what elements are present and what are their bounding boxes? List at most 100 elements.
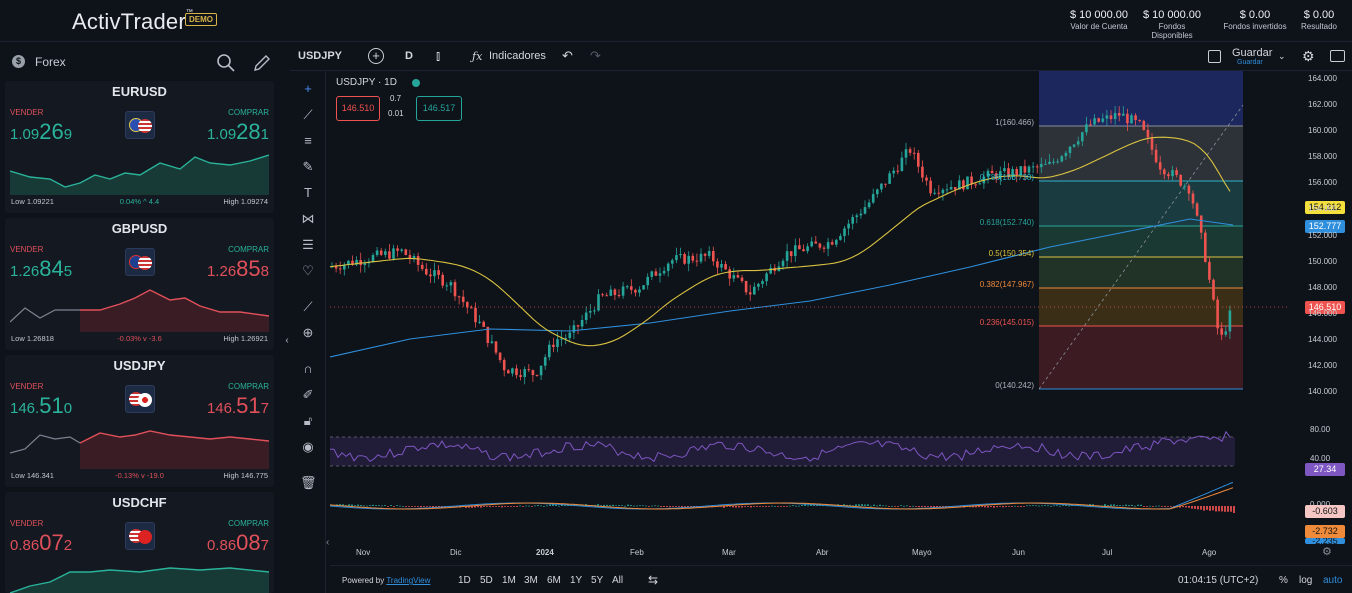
edit-icon[interactable] xyxy=(252,53,272,73)
range-5y[interactable]: 5Y xyxy=(591,575,604,586)
indicators-button[interactable]: Indicadores xyxy=(489,50,546,62)
ruler-icon[interactable]: ⟋ xyxy=(303,299,313,314)
quote-card-usdjpy[interactable]: USDJPY VENDER COMPRAR 146.510 146.517 Lo… xyxy=(5,355,274,487)
macd-bar xyxy=(468,506,470,508)
fib-level-label: 0.236(145.015) xyxy=(979,318,1034,327)
interval-selector[interactable]: D xyxy=(405,50,413,62)
add-symbol-icon[interactable]: + xyxy=(368,48,384,64)
sell-button[interactable]: 146.510 xyxy=(336,96,380,121)
sell-price[interactable]: 1.09269 xyxy=(10,119,73,144)
prediction-icon[interactable]: ☰ xyxy=(302,237,314,252)
range-all[interactable]: All xyxy=(612,575,624,586)
sparkline xyxy=(10,154,269,195)
candle-body xyxy=(765,273,768,282)
ma-slow-line xyxy=(329,218,1234,358)
pattern-icon[interactable]: ⋈ xyxy=(301,211,315,226)
trash-icon[interactable]: 🗑︎ xyxy=(300,475,317,490)
trend-line-icon[interactable]: ⟋ xyxy=(303,107,313,122)
log-toggle[interactable]: log xyxy=(1299,575,1313,586)
candle-body xyxy=(699,253,703,262)
rsi-value-tag: 27.34 xyxy=(1305,463,1345,476)
candle-body xyxy=(753,286,756,295)
range-1d[interactable]: 1D xyxy=(458,575,471,586)
quote-card-eurusd[interactable]: EURUSD VENDER COMPRAR 1.09269 1.09281 Lo… xyxy=(5,81,274,213)
macd-bar xyxy=(1134,505,1136,507)
save-button[interactable]: Guardar xyxy=(1232,47,1273,59)
undo-icon[interactable]: ↶ xyxy=(562,48,573,63)
sell-price[interactable]: 1.26845 xyxy=(10,256,73,281)
quote-card-usdchf[interactable]: USDCHF VENDER COMPRAR 0.86072 0.86087 xyxy=(5,492,274,593)
macd-bar xyxy=(723,506,725,508)
invested-funds: $ 0.00 Fondos invertidos xyxy=(1223,9,1287,31)
buy-price[interactable]: 1.09281 xyxy=(206,119,269,144)
fib-trend-line[interactable] xyxy=(1038,104,1244,390)
redo-icon[interactable]: ↷ xyxy=(590,48,601,63)
macd-bar xyxy=(930,506,932,508)
macd-bar xyxy=(702,506,704,508)
chart-canvas[interactable] xyxy=(329,71,1352,565)
magnet-icon[interactable]: ∩ xyxy=(303,361,313,376)
clock[interactable]: 01:04:15 (UTC+2) xyxy=(1178,575,1259,586)
candle-body xyxy=(355,260,358,265)
range-3m[interactable]: 3M xyxy=(524,575,538,586)
eye-icon[interactable]: ◉ xyxy=(302,439,314,454)
layout-icon[interactable] xyxy=(1208,50,1221,63)
range-1m[interactable]: 1M xyxy=(502,575,516,586)
fib-tool-icon[interactable]: ≡ xyxy=(304,133,312,148)
macd-bar xyxy=(1155,505,1157,507)
watchlist-title[interactable]: Forex xyxy=(35,55,66,69)
price-chart[interactable]: USDJPY · 1D 146.510 0.7 0.01 146.517 154… xyxy=(326,71,1352,593)
range-5d[interactable]: 5D xyxy=(480,575,493,586)
brush-icon[interactable]: ✎ xyxy=(302,159,314,174)
collapse-panel-icon[interactable]: ‹ xyxy=(285,335,289,346)
settings-icon[interactable]: ⚙ xyxy=(1302,48,1315,64)
date-range-icon[interactable]: ⇆ xyxy=(648,573,659,587)
quote-card-gbpusd[interactable]: GBPUSD VENDER COMPRAR 1.26845 1.26858 Lo… xyxy=(5,218,274,350)
macd-bar xyxy=(987,506,989,508)
indicators-icon[interactable]: ƒx xyxy=(472,50,483,63)
candle-body xyxy=(843,228,846,237)
symbol-name: GBPUSD xyxy=(111,221,168,236)
macd-signal-line xyxy=(329,487,1234,510)
high-value: High 1.09274 xyxy=(223,197,268,206)
candle-body xyxy=(707,251,711,256)
macd-bar xyxy=(1062,505,1064,507)
buy-price[interactable]: 146.517 xyxy=(206,393,269,418)
chart-symbol[interactable]: USDJPY xyxy=(298,50,343,62)
price-axis-label: 148.000 xyxy=(1308,282,1337,292)
candle-body xyxy=(1089,124,1092,126)
candles-icon[interactable]: ⫾ xyxy=(436,48,441,63)
macd-bar xyxy=(753,506,755,507)
candle-body xyxy=(515,368,518,376)
buy-price[interactable]: 1.26858 xyxy=(206,256,269,281)
collapse-bottom-icon[interactable]: ‹ xyxy=(326,537,330,548)
candle-body xyxy=(839,236,842,240)
percent-toggle[interactable]: % xyxy=(1279,575,1288,586)
candle-body xyxy=(917,152,920,167)
range-1y[interactable]: 1Y xyxy=(570,575,583,586)
auto-toggle[interactable]: auto xyxy=(1323,575,1343,586)
candle-body xyxy=(1076,141,1080,145)
buy-price[interactable]: 0.86087 xyxy=(206,530,269,555)
candle-body xyxy=(1048,161,1051,164)
sell-price[interactable]: 146.510 xyxy=(10,393,73,418)
candle-body xyxy=(1195,203,1199,216)
candle-body xyxy=(449,282,453,286)
price-axis-label: 160.000 xyxy=(1308,126,1337,136)
buy-button[interactable]: 146.517 xyxy=(416,96,462,121)
candle-body xyxy=(589,310,592,313)
zoom-in-icon[interactable]: ⊕ xyxy=(302,325,314,340)
lock-drawing-icon[interactable]: ✐ xyxy=(302,387,314,402)
chevron-down-icon[interactable]: ⌄ xyxy=(1278,51,1286,61)
search-icon[interactable] xyxy=(216,53,236,73)
candle-body xyxy=(925,177,928,181)
range-6m[interactable]: 6M xyxy=(547,575,561,586)
lock-icon[interactable]: 🔓︎ xyxy=(303,413,313,428)
favorite-icon[interactable]: ♡ xyxy=(302,263,314,278)
camera-icon[interactable] xyxy=(1330,50,1345,62)
tradingview-link[interactable]: TradingView xyxy=(386,576,431,585)
chart-settings-icon[interactable]: ⚙ xyxy=(1322,546,1332,558)
text-tool-icon[interactable]: T xyxy=(304,185,312,200)
crosshair-icon[interactable]: + xyxy=(304,81,312,96)
sell-price[interactable]: 0.86072 xyxy=(10,530,73,555)
